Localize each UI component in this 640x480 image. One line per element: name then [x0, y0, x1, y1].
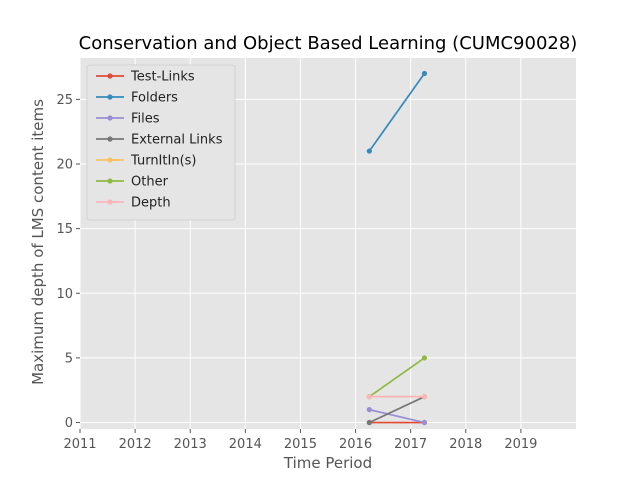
legend-label: Other: [131, 175, 169, 190]
series-line: [369, 408, 425, 424]
legend-swatch-marker: [107, 136, 113, 142]
x-tick-label: 2016: [339, 437, 372, 452]
y-tick-label: 5: [65, 351, 73, 366]
legend-swatch-marker: [107, 199, 113, 205]
legend-swatch-marker: [107, 115, 113, 121]
legend-label: Test-Links: [130, 70, 195, 85]
legend-swatch-marker: [107, 94, 113, 100]
legend-label: External Links: [131, 133, 223, 148]
y-tick-label: 0: [65, 416, 73, 431]
series-line: [368, 357, 425, 398]
x-tick-label: 2013: [174, 437, 207, 452]
ticks: 2011 2012 2013 2014 2015 2016 2017 2018 20190510…: [56, 93, 537, 452]
legend-label: Folders: [131, 91, 178, 106]
data-point: [421, 70, 428, 77]
data-point: [421, 355, 428, 361]
legend-swatch-marker: [107, 73, 113, 79]
x-tick-label: 2012: [119, 437, 152, 452]
y-tick-label: 10: [56, 287, 73, 302]
series-lines: [366, 70, 428, 426]
x-axis-label: Time Period: [283, 454, 372, 472]
data-point: [366, 394, 372, 400]
y-axis-label: Maximum depth of LMS content items: [29, 99, 47, 385]
x-tick-label: 2019: [504, 437, 537, 452]
y-tick-label: 25: [56, 93, 73, 108]
series-line: [368, 395, 425, 424]
legend-swatch-marker: [107, 157, 113, 163]
legend-label: TurnItIn(s): [130, 154, 196, 169]
x-tick-label: 2017: [394, 437, 427, 452]
series-line: [368, 73, 426, 152]
legend-label: Files: [131, 112, 160, 127]
y-tick-label: 20: [56, 158, 73, 173]
x-tick-label: 2011: [63, 437, 96, 452]
legend-swatch-marker: [107, 178, 113, 184]
x-tick-label: 2018: [449, 437, 482, 452]
legend: Test-Links Folders Files External Links Turn…: [86, 64, 236, 221]
data-point: [421, 394, 428, 400]
data-point: [366, 419, 372, 426]
x-tick-label: 2015: [284, 437, 317, 452]
chart-title: Conservation and Object Based Learning (…: [79, 33, 578, 54]
x-tick-label: 2014: [229, 437, 262, 452]
data-point: [421, 419, 428, 426]
data-point: [366, 407, 372, 413]
data-point: [366, 148, 372, 154]
legend-label: Depth: [131, 196, 171, 211]
y-tick-label: 15: [56, 222, 73, 237]
